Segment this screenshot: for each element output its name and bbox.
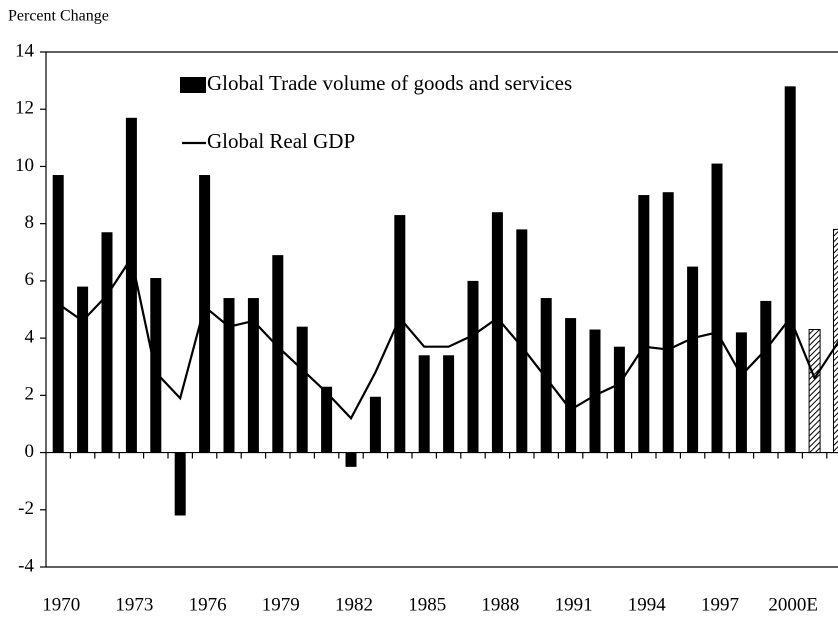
bar [223,298,235,453]
x-tick-label: 1991 [555,594,593,615]
bar [467,280,479,453]
y-tick-label: 12 [15,98,34,119]
legend-label: Global Trade volume of goods and service… [207,71,572,95]
x-tick-label: 1997 [701,594,739,615]
bar [638,195,650,453]
x-tick-label: 1994 [628,594,667,615]
bar [760,300,772,453]
x-tick-label: 1976 [189,594,227,615]
y-tick-label: 4 [25,326,35,347]
x-tick-label: 2000E [768,594,818,615]
y-tick-label: -4 [18,555,34,576]
bar [418,355,430,453]
legend-swatch [180,77,206,93]
x-tick-label: 1970 [42,594,80,615]
bar [613,346,625,453]
x-tick-label: 1982 [335,594,373,615]
bar [199,175,211,453]
line [57,255,838,421]
bar [394,215,406,453]
bar [321,386,333,453]
x-tick-label: 1985 [408,594,446,615]
legend-label: Global Real GDP [207,129,355,153]
bar [784,86,796,453]
bar [711,163,723,453]
bar [735,332,747,453]
bar [247,298,259,453]
bar [345,452,357,467]
x-tick-label: 1979 [262,594,300,615]
y-tick-label: 6 [25,269,35,290]
bar [808,329,821,454]
x-tick-label: 1973 [115,594,153,615]
y-tick-label: 2 [25,384,35,405]
bar [77,286,89,453]
y-tick-label: 10 [15,155,34,176]
bar [565,318,577,453]
bar [516,229,528,453]
bar [174,452,186,516]
y-tick-label: 14 [15,40,35,61]
bar [101,232,113,453]
bar [662,192,674,453]
y-tick-label: 8 [25,212,35,233]
bar [443,355,455,453]
bar [369,396,381,453]
bar [687,266,699,453]
y-tick-label: 0 [25,441,35,462]
bar [296,326,308,453]
bar [540,298,552,453]
bar [589,329,601,453]
bar [52,175,64,453]
bar [150,278,162,453]
bar [125,117,137,453]
bar [833,228,838,454]
x-tick-label: 1988 [481,594,519,615]
bar [491,212,503,453]
bar [272,255,284,453]
y-axis-label: Percent Change [8,8,109,25]
y-tick-label: -2 [18,498,34,519]
